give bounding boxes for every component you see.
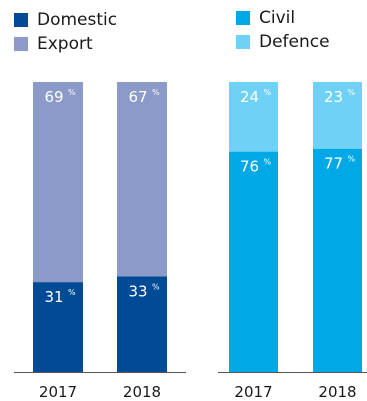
bar-export-2018 <box>117 82 167 277</box>
data-label-suffix-civil-2017: % <box>264 158 272 167</box>
legend-item-defence: Defence <box>236 30 330 54</box>
legend-item-civil: Civil <box>236 6 330 30</box>
bar-domestic-2017 <box>33 282 83 372</box>
legend-swatch-civil <box>236 11 250 25</box>
bar-domestic-2018 <box>117 276 167 372</box>
data-label-defence-2018: 23 <box>324 88 343 106</box>
x-tick-label-left-2017: 2017 <box>39 383 77 401</box>
legend-swatch-domestic <box>14 13 28 27</box>
data-label-suffix-civil-2018: % <box>348 155 356 164</box>
legend-swatch-defence <box>236 35 250 49</box>
data-label-suffix-export-2017: % <box>68 88 76 97</box>
bar-export-2017 <box>33 82 83 283</box>
data-label-export-2018: 67 <box>128 88 147 106</box>
data-label-suffix-export-2018: % <box>152 88 160 97</box>
data-label-suffix-defence-2018: % <box>348 88 356 97</box>
data-label-domestic-2017: 31 <box>44 288 63 306</box>
legend-label-civil: Civil <box>259 8 296 28</box>
legend-left: Domestic Export <box>14 8 117 56</box>
data-label-suffix-domestic-2017: % <box>68 288 76 297</box>
legend-swatch-export <box>14 37 28 51</box>
x-tick-label-left-2018: 2018 <box>123 383 161 401</box>
legend-item-export: Export <box>14 32 117 56</box>
data-label-suffix-domestic-2018: % <box>152 282 160 291</box>
bar-civil-2017 <box>229 151 278 372</box>
legend-label-defence: Defence <box>259 32 330 52</box>
data-label-suffix-defence-2017: % <box>264 88 272 97</box>
x-tick-label-right-2017: 2017 <box>234 383 272 401</box>
bar-defence-2018 <box>313 82 362 149</box>
x-tick-label-right-2018: 2018 <box>318 383 356 401</box>
legend-label-domestic: Domestic <box>37 10 118 30</box>
data-label-export-2017: 69 <box>44 88 63 106</box>
bar-civil-2018 <box>313 148 362 372</box>
data-label-domestic-2018: 33 <box>128 282 147 300</box>
bar-defence-2017 <box>229 82 278 152</box>
legend-label-export: Export <box>37 34 93 54</box>
data-label-civil-2017: 76 <box>240 158 259 176</box>
legend-right: Civil Defence <box>236 6 330 54</box>
data-label-defence-2017: 24 <box>240 88 259 106</box>
legend-item-domestic: Domestic <box>14 8 117 32</box>
data-label-civil-2018: 77 <box>324 155 343 173</box>
